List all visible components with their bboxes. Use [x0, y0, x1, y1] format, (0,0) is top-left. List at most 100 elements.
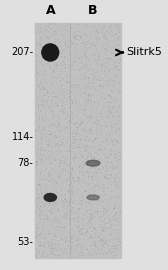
- Point: [110, 35, 112, 39]
- Point: [39, 171, 42, 175]
- Point: [55, 112, 57, 116]
- Point: [63, 61, 66, 66]
- Point: [48, 115, 50, 119]
- Point: [38, 137, 40, 141]
- Point: [36, 95, 39, 99]
- Point: [71, 217, 73, 221]
- Point: [99, 186, 102, 191]
- Point: [93, 211, 96, 215]
- Point: [39, 189, 42, 193]
- Point: [77, 146, 79, 150]
- Point: [45, 201, 47, 205]
- Point: [109, 182, 111, 186]
- Point: [82, 52, 85, 57]
- Point: [49, 132, 52, 136]
- Point: [47, 62, 49, 66]
- Point: [115, 236, 118, 240]
- Point: [86, 195, 88, 200]
- Point: [41, 36, 43, 40]
- Point: [114, 63, 116, 67]
- Point: [108, 69, 111, 73]
- Point: [85, 181, 87, 185]
- Point: [48, 231, 50, 236]
- Point: [96, 159, 99, 163]
- Point: [92, 122, 95, 126]
- Point: [108, 93, 110, 98]
- Point: [106, 173, 109, 177]
- Point: [92, 101, 94, 105]
- Point: [61, 136, 64, 140]
- Point: [93, 173, 95, 177]
- Point: [46, 157, 48, 161]
- Point: [56, 48, 59, 52]
- Point: [93, 123, 95, 128]
- Point: [51, 168, 54, 172]
- Point: [37, 130, 40, 135]
- Point: [64, 62, 67, 67]
- Point: [84, 53, 87, 57]
- Point: [54, 130, 56, 134]
- Point: [57, 173, 60, 177]
- Point: [83, 92, 86, 96]
- Point: [119, 209, 122, 214]
- Point: [79, 250, 82, 255]
- Point: [85, 247, 87, 251]
- Point: [54, 242, 56, 247]
- Point: [72, 116, 74, 120]
- Point: [116, 158, 119, 162]
- Point: [46, 254, 49, 259]
- Point: [46, 211, 48, 216]
- Point: [85, 208, 88, 212]
- Point: [47, 221, 50, 225]
- Point: [43, 148, 45, 153]
- Point: [104, 30, 106, 35]
- Point: [99, 253, 102, 257]
- Point: [62, 137, 65, 141]
- Point: [116, 147, 118, 151]
- Point: [73, 243, 75, 247]
- Point: [59, 184, 61, 189]
- Point: [79, 164, 82, 168]
- Point: [107, 186, 110, 191]
- Point: [111, 228, 114, 232]
- Point: [69, 158, 72, 162]
- Point: [74, 123, 77, 127]
- Point: [93, 45, 96, 49]
- Point: [54, 46, 57, 50]
- Point: [61, 67, 64, 71]
- Point: [111, 26, 114, 31]
- Point: [99, 104, 102, 109]
- Point: [60, 188, 63, 193]
- Point: [104, 72, 107, 77]
- Point: [39, 148, 42, 153]
- Point: [43, 245, 46, 249]
- Point: [55, 187, 57, 192]
- Point: [52, 188, 55, 193]
- Point: [98, 192, 101, 196]
- Point: [86, 134, 88, 139]
- Point: [105, 213, 108, 217]
- Point: [119, 193, 122, 198]
- Point: [47, 29, 50, 33]
- Point: [109, 98, 112, 103]
- Point: [80, 145, 83, 149]
- Point: [48, 189, 50, 193]
- Point: [58, 218, 61, 222]
- Point: [100, 84, 103, 89]
- Point: [43, 45, 46, 49]
- Point: [73, 217, 75, 221]
- Point: [89, 90, 92, 94]
- Point: [99, 61, 102, 65]
- Point: [114, 143, 117, 148]
- Point: [103, 23, 106, 27]
- Point: [67, 183, 70, 187]
- Point: [117, 244, 120, 249]
- Point: [90, 109, 93, 114]
- Point: [104, 169, 107, 173]
- Point: [54, 51, 57, 55]
- Point: [112, 104, 114, 108]
- Point: [48, 241, 51, 245]
- Point: [58, 127, 61, 131]
- Point: [84, 68, 87, 72]
- Point: [104, 25, 106, 29]
